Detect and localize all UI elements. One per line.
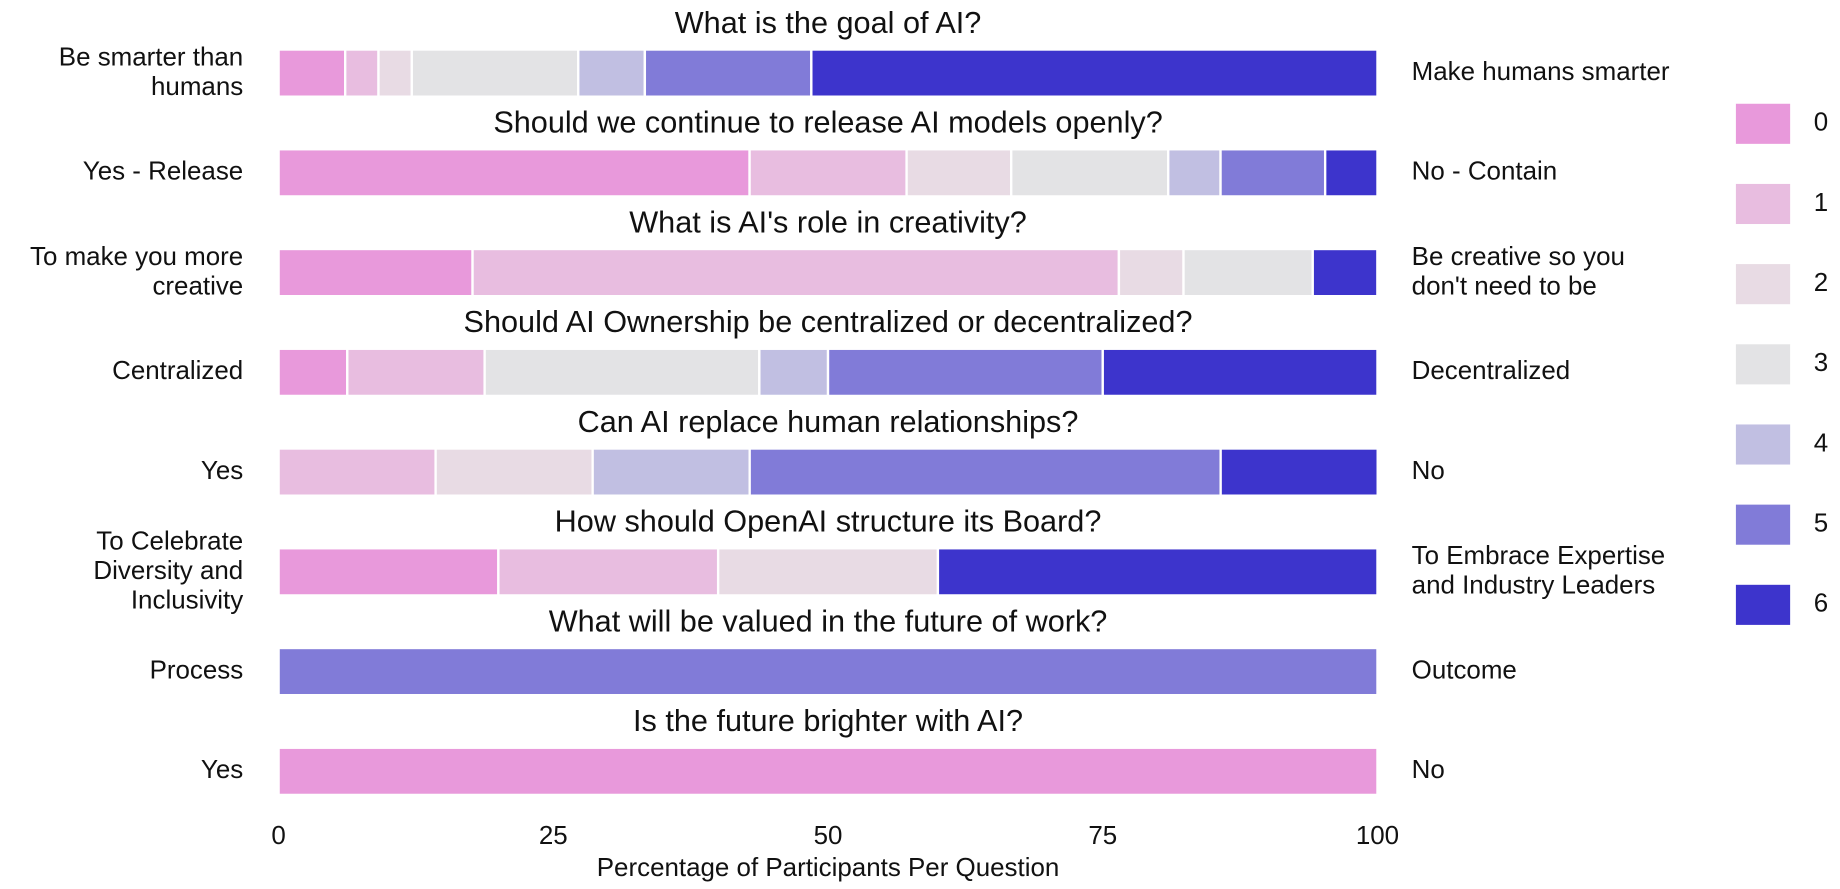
question-title: Is the future brighter with AI?: [633, 704, 1023, 738]
x-tick-label: 0: [271, 822, 285, 850]
right-label: Be creative so you don't need to be: [1412, 243, 1625, 300]
question-title: How should OpenAI structure its Board?: [555, 505, 1102, 539]
question-title: Can AI replace human relationships?: [578, 405, 1079, 439]
bar-segment: [277, 148, 751, 198]
bar-segment: [1219, 447, 1379, 497]
right-label: To Embrace Expertise and Industry Leaders: [1412, 542, 1666, 599]
x-axis-title: Percentage of Participants Per Question: [597, 854, 1060, 882]
bar-segment: [826, 347, 1104, 398]
legend-label: 6: [1814, 590, 1828, 618]
left-label: Yes: [201, 756, 243, 784]
legend-swatch: [1735, 344, 1791, 385]
right-label: No: [1412, 756, 1445, 784]
bar-segment: [1010, 148, 1170, 198]
bar-segment: [1101, 347, 1379, 398]
right-label: Outcome: [1412, 656, 1517, 684]
bar-segment: [277, 646, 1379, 697]
bar-segment: [277, 447, 437, 497]
x-tick-label: 100: [1356, 822, 1399, 850]
bar-segment: [936, 547, 1379, 597]
legend-swatch: [1735, 264, 1791, 305]
bar-segment: [1182, 247, 1314, 298]
bar-segment: [483, 347, 761, 398]
legend-swatch: [1735, 504, 1791, 545]
question-title: Should we continue to release AI models …: [493, 106, 1162, 140]
question-title: Should AI Ownership be centralized or de…: [464, 305, 1193, 339]
bar-segment: [1167, 148, 1222, 198]
bar-segment: [277, 547, 500, 597]
legend-swatch: [1735, 584, 1791, 625]
legend-swatch: [1735, 183, 1791, 225]
question-title: What is AI's role in creativity?: [629, 205, 1027, 239]
bar-segment: [810, 48, 1379, 98]
bar-segment: [277, 347, 349, 398]
left-label: To Celebrate Diversity and Inclusivity: [93, 527, 243, 614]
bar-segment: [344, 48, 380, 98]
bar-segment: [1311, 247, 1379, 298]
bar-segment: [277, 746, 1379, 797]
question-title: What will be valued in the future of wor…: [549, 604, 1108, 638]
legend-label: 2: [1814, 269, 1828, 297]
legend-label: 5: [1814, 510, 1828, 538]
bar-segment: [471, 247, 1121, 298]
x-tick-label: 50: [814, 822, 843, 850]
bar-segment: [748, 148, 908, 198]
bar-segment: [377, 48, 413, 98]
left-label: Be smarter than humans: [59, 43, 243, 100]
bar-segment: [643, 48, 813, 98]
bar-segment: [716, 547, 940, 597]
legend-label: 4: [1814, 429, 1828, 457]
bar-segment: [434, 447, 594, 497]
legend-label: 1: [1814, 189, 1828, 217]
left-label: Yes: [201, 457, 243, 485]
bar-segment: [277, 48, 347, 98]
left-label: To make you more creative: [30, 243, 243, 300]
bar-segment: [346, 347, 486, 398]
legend-swatch: [1735, 103, 1791, 144]
legend-swatch: [1735, 424, 1791, 465]
bar-segment: [577, 48, 647, 98]
left-label: Process: [150, 656, 244, 684]
right-label: No: [1412, 457, 1445, 485]
legend-label: 3: [1814, 349, 1828, 377]
left-label: Centralized: [112, 357, 243, 385]
x-tick-label: 25: [539, 822, 568, 850]
bar-segment: [1117, 247, 1185, 298]
legend-label: 0: [1814, 109, 1828, 137]
bar-segment: [277, 247, 474, 298]
bar-segment: [748, 447, 1222, 497]
x-tick-label: 75: [1088, 822, 1117, 850]
bar-segment: [1219, 148, 1327, 198]
bar-segment: [591, 447, 751, 497]
question-title: What is the goal of AI?: [675, 6, 982, 40]
bar-segment: [497, 547, 720, 597]
bar-segment: [758, 347, 830, 398]
bar-segment: [410, 48, 580, 98]
right-label: Decentralized: [1412, 357, 1571, 385]
right-label: Make humans smarter: [1412, 58, 1670, 86]
bar-segment: [905, 148, 1013, 198]
right-label: No - Contain: [1412, 158, 1558, 186]
bar-segment: [1323, 148, 1379, 198]
left-label: Yes - Release: [83, 158, 243, 186]
